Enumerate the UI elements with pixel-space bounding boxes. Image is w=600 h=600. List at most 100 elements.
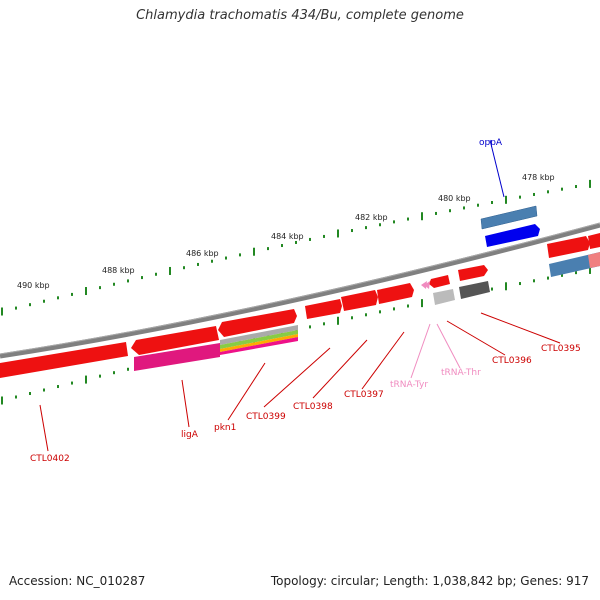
map-title: Chlamydia trachomatis 434/Bu, complete g… — [136, 8, 464, 23]
outer-scale-tick — [57, 296, 59, 300]
pkn1-band-pink — [220, 337, 298, 355]
inner-scale-tick — [99, 374, 101, 378]
outer-scale-tick — [435, 211, 437, 215]
label-CTL0402[interactable]: CTL0402 — [30, 454, 70, 464]
cds-edge-pink[interactable] — [588, 252, 600, 268]
cds-CTL0398[interactable] — [341, 290, 378, 311]
outer-scale-tick — [421, 212, 423, 221]
outer-scale-tick — [379, 223, 381, 227]
tRNA-Thr-leader — [436, 323, 461, 369]
kbp-label-488: 488 kbp — [102, 266, 135, 275]
CTL0396-leader — [446, 320, 506, 356]
outer-scale-tick — [519, 195, 521, 199]
cds-CTL0399[interactable] — [305, 299, 342, 319]
cds-CTL0396[interactable] — [459, 281, 490, 299]
outer-scale-tick — [85, 287, 87, 296]
outer-scale-tick — [295, 240, 297, 244]
inner-scale-tick — [71, 381, 73, 385]
outer-scale-tick — [99, 286, 101, 290]
inner-scale-tick — [309, 325, 311, 329]
kbp-label-484: 484 kbp — [271, 232, 304, 241]
outer-scale-tick — [561, 187, 563, 191]
kbp-label-478: 478 kbp — [522, 173, 555, 182]
outer-scale-tick — [267, 247, 269, 251]
inner-scale-tick — [365, 313, 367, 317]
cds-CTL0402[interactable] — [0, 342, 128, 378]
label-CTL0396[interactable]: CTL0396 — [492, 356, 532, 366]
inner-scale-tick — [547, 276, 549, 280]
cds-edge-red-2[interactable] — [588, 233, 600, 249]
inner-scale-tick — [85, 375, 87, 384]
inner-scale-tick — [337, 316, 339, 325]
oppA-gene[interactable] — [485, 224, 540, 247]
inner-scale-tick — [323, 322, 325, 326]
inner-scale-tick — [15, 395, 17, 399]
outer-scale-tick — [253, 247, 255, 256]
inner-scale-tick — [589, 265, 591, 274]
CTL0402-leader — [39, 404, 49, 452]
label-CTL0399[interactable]: CTL0399 — [246, 412, 286, 422]
inner-scale-tick — [533, 279, 535, 283]
outer-scale-ticks — [1, 179, 591, 316]
oppA-leader — [489, 139, 505, 198]
cds-blue-1[interactable] — [480, 205, 538, 230]
cds-ligA-upper[interactable] — [131, 326, 219, 355]
outer-scale-tick — [533, 192, 535, 196]
cds-CTL0397[interactable] — [377, 283, 414, 304]
label-pkn1[interactable]: pkn1 — [214, 423, 236, 433]
outer-scale-tick — [365, 226, 367, 230]
kbp-label-486: 486 kbp — [186, 249, 219, 258]
cds-edge-blue[interactable] — [549, 252, 600, 277]
outer-scale-tick — [183, 266, 185, 270]
outer-scale-tick — [71, 292, 73, 296]
outer-scale-tick — [225, 256, 227, 260]
label-oppA[interactable]: oppA — [479, 138, 503, 148]
label-CTL0397[interactable]: CTL0397 — [344, 390, 384, 400]
outer-scale-tick — [211, 259, 213, 263]
label-ligA[interactable]: ligA — [181, 430, 199, 440]
cds-pkn1-upper[interactable] — [218, 309, 297, 337]
outer-scale-tick — [141, 276, 143, 280]
outer-scale-tick — [393, 220, 395, 224]
tRNA-Thr-gene[interactable] — [433, 289, 455, 305]
outer-scale-tick — [43, 299, 45, 303]
genome-backbone — [0, 222, 600, 359]
inner-scale-tick — [393, 307, 395, 311]
inner-scale-tick — [575, 271, 577, 275]
tRNA-Tyr-gene-2[interactable] — [424, 281, 430, 289]
label-CTL0395[interactable]: CTL0395 — [541, 344, 581, 354]
inner-scale-tick — [57, 385, 59, 389]
inner-scale-tick — [505, 282, 507, 291]
outer-scale-tick — [197, 262, 199, 266]
genome-backbone-highlight — [0, 222, 600, 355]
outer-scale-tick — [169, 266, 171, 275]
outer-scale-tick — [351, 229, 353, 233]
outer-scale-tick — [407, 217, 409, 221]
ligA-gene[interactable] — [134, 343, 220, 371]
inner-scale-tick — [421, 299, 423, 308]
outer-scale-tick — [155, 272, 157, 276]
CTL0395-leader — [480, 312, 561, 344]
outer-scale-tick — [323, 234, 325, 238]
cds-CTL0396-upper[interactable] — [429, 275, 450, 288]
inner-scale-tick — [519, 282, 521, 286]
inner-scale-tick — [127, 367, 129, 371]
tRNA-Tyr-leader — [410, 323, 431, 379]
pkn1-band-grey — [220, 325, 298, 345]
cds-edge-red-1[interactable] — [547, 236, 590, 258]
label-tRNA-Thr[interactable]: tRNA-Thr — [441, 368, 481, 378]
pkn1-leader — [227, 362, 266, 421]
inner-scale-tick — [407, 304, 409, 308]
outer-scale-tick — [491, 201, 493, 205]
outer-scale-tick — [15, 306, 17, 310]
pkn1-band-orange — [220, 334, 298, 352]
inner-scale-tick — [351, 316, 353, 320]
label-CTL0398[interactable]: CTL0398 — [293, 402, 333, 412]
inner-scale-tick — [491, 287, 493, 291]
outer-scale-tick — [449, 209, 451, 213]
cds-CTL0395[interactable] — [458, 265, 488, 281]
label-tRNA-Tyr[interactable]: tRNA-Tyr — [390, 380, 428, 390]
outer-scale-tick — [337, 229, 339, 238]
kbp-label-482: 482 kbp — [355, 213, 388, 222]
